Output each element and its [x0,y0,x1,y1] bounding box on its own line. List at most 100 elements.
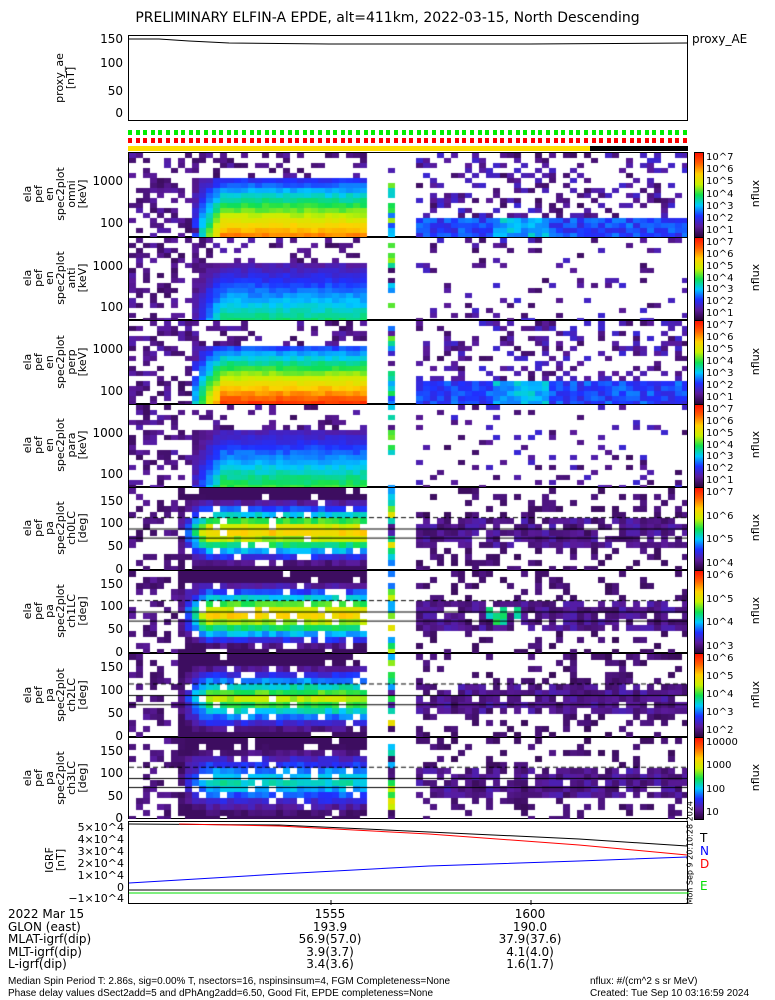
y-tick: 150 [100,659,123,674]
status-dot [340,130,345,135]
colorbar-tick: 10^1 [706,475,734,486]
status-dot [629,130,634,135]
status-dot [135,130,140,135]
y-tick: 100 [100,56,123,70]
status-dot [470,138,474,143]
status-dot [508,138,512,143]
status-dot [447,130,452,135]
colorbar-label: nflux [749,430,763,459]
colorbar-tick: 10^2 [706,463,734,475]
colorbar-tick: 10^1 [706,225,734,236]
colorbar-tick: 10^6 [706,570,734,581]
status-dot [432,130,436,135]
status-dot [166,138,170,143]
status-dot [226,130,231,135]
info-row-label: GLON (east) [8,919,81,934]
status-dot [439,138,444,143]
info-row-value: 190.0 [512,919,548,934]
colorbar-tick: 10^2 [706,380,734,391]
proxy-ae-right-label: proxy_AE [692,32,748,46]
status-dot [652,130,657,135]
colorbar-tick: 10^2 [706,212,734,224]
status-dot [280,138,284,143]
status-dot [682,138,687,143]
status-dot [310,130,315,135]
status-dot [348,130,353,135]
igrf-panel [128,821,689,905]
status-dot [477,130,482,135]
status-dot [644,130,649,135]
y-tick: 100 [100,766,123,780]
legend-E: E [700,879,708,893]
status-dot [234,138,239,143]
y-tick: 100 [100,599,123,614]
colorbar-tick: 10^7 [706,152,734,163]
y-tick: 150 [100,493,123,508]
status-dot [546,130,550,135]
status-dot [409,130,414,135]
status-dot [280,130,284,135]
colorbar-label: nflux [749,680,763,708]
y-tick: 100 [100,516,123,531]
status-dot [530,130,535,135]
info-row-value: 37.9(37.6) [498,932,562,946]
status-dot [264,130,269,135]
colorbar-tick: 10^7 [706,487,734,498]
info-row-value: 1.6(1.7) [506,957,554,971]
status-dot [226,138,231,143]
status-dot [622,130,626,135]
y-tick: 3×10^4 [77,845,124,858]
colorbar-tick: 1000 [706,760,732,772]
proxy-ae-line [129,38,688,45]
status-dot [143,130,148,135]
status-dot [675,130,680,135]
status-dot [272,138,277,143]
status-dot [287,130,292,135]
colorbar-tick: 10000 [706,737,738,748]
status-dot [462,138,467,143]
status-dot [561,138,566,143]
coverage-bar-black [590,146,688,151]
status-dot [211,138,216,143]
status-dot [333,130,338,135]
status-dot [173,138,178,143]
status-dot [196,138,201,143]
y-tick: 1000 [92,342,123,357]
colorbar-tick: 10^3 [706,707,734,718]
status-dot [287,138,292,143]
colorbar-label: nflux [749,596,763,625]
ylabel-line: [nT] [64,66,77,90]
status-dot [606,138,611,143]
status-dot [234,130,239,135]
status-dot [508,130,512,135]
status-dot [272,130,277,135]
energy-spectrogram-panel [128,152,688,237]
status-dot [515,130,520,135]
status-dot [325,138,330,143]
status-dot [576,138,581,143]
y-tick: 150 [100,743,123,758]
status-dot [660,138,664,143]
legend-T: T [700,831,708,845]
spectrogram-canvas [129,654,687,737]
status-dot [454,138,459,143]
status-dot [135,138,140,143]
y-tick: 0 [117,881,124,894]
status-dot [644,138,649,143]
footer-line1: Median Spin Period T: 2.86s, sig=0.00% T… [8,976,451,987]
colorbar-tick: 10^7 [706,237,734,248]
colorbar-tick: 10 [706,807,719,818]
status-dot [264,138,269,143]
status-dot [591,130,596,135]
colorbar-tick: 10^4 [706,272,734,284]
status-dot [356,138,360,143]
status-dot [584,130,588,135]
status-dot [394,138,398,143]
info-row-label: MLAT-igrf(dip) [8,932,92,946]
status-dot [485,138,490,143]
colorbar-tick: 10^5 [706,260,734,272]
status-dot [340,138,345,143]
status-dot [652,138,657,143]
status-dot [242,130,246,135]
